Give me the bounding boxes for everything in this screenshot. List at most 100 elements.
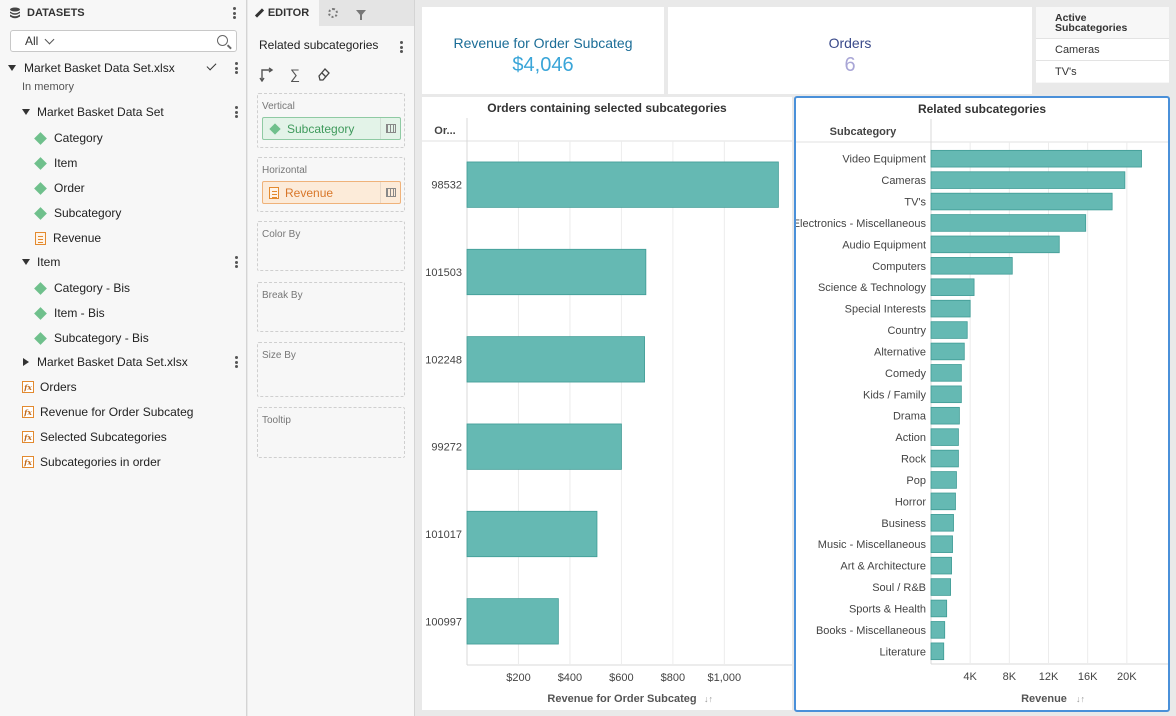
tree-item-orders[interactable]: fx Orders	[0, 376, 247, 398]
horizontal-slot[interactable]: Horizontal Revenue	[257, 157, 405, 212]
measure-icon	[269, 186, 279, 199]
bar	[466, 423, 622, 470]
active-subcategory-item[interactable]: Cameras	[1036, 38, 1169, 60]
break-by-slot[interactable]: Break By	[257, 282, 405, 332]
sort-icon: ↓↑	[704, 694, 713, 704]
tab-filters[interactable]	[347, 0, 375, 26]
tree-group-market-basket-file[interactable]: Market Basket Data Set.xlsx	[0, 351, 247, 373]
datasets-title: DATASETS	[27, 7, 85, 19]
group-menu-icon[interactable]	[234, 106, 238, 118]
bar	[930, 471, 957, 489]
collapse-arrow-icon[interactable]	[22, 259, 30, 265]
tree-item-category-bis[interactable]: Category - Bis	[0, 277, 247, 299]
tree-item-label: Subcategory	[54, 206, 122, 220]
sort-options-icon[interactable]	[380, 118, 400, 139]
x-axis-label: Revenue for Order Subcateg	[547, 693, 696, 705]
tab-editor[interactable]: EDITOR	[248, 0, 319, 26]
tab-settings[interactable]	[319, 0, 347, 26]
visualization-menu-icon[interactable]	[399, 41, 403, 53]
dataset-file-row[interactable]: Market Basket Data Set.xlsx	[0, 57, 247, 79]
eraser-icon[interactable]	[316, 66, 332, 82]
tooltip-slot[interactable]: Tooltip	[257, 407, 405, 458]
bar	[930, 364, 962, 382]
x-tick-label: $200	[506, 672, 530, 684]
datasets-menu-icon[interactable]	[232, 7, 236, 19]
file-menu-icon[interactable]	[234, 62, 238, 74]
bar	[466, 336, 645, 383]
x-tick-label: $600	[609, 672, 633, 684]
category-label: Sports & Health	[849, 603, 926, 615]
bar	[930, 385, 962, 404]
formula-icon: fx	[22, 406, 34, 418]
tree-item-revenue-for-order-subcateg[interactable]: fx Revenue for Order Subcateg	[0, 401, 247, 423]
category-label: Drama	[893, 411, 927, 423]
swap-axes-icon[interactable]	[259, 66, 275, 82]
gear-icon	[328, 8, 338, 18]
checkmark-icon	[206, 60, 217, 71]
x-tick-label: 20K	[1117, 671, 1137, 683]
kpi-revenue-card[interactable]: Revenue for Order Subcateg $4,046	[422, 7, 664, 94]
x-axis-label: Revenue	[1021, 693, 1067, 705]
tree-group-market-basket[interactable]: Market Basket Data Set	[0, 101, 247, 123]
tree-item-revenue[interactable]: Revenue	[0, 227, 247, 249]
bar	[930, 535, 953, 553]
collapse-arrow-icon[interactable]	[22, 109, 30, 115]
x-tick-label: $1,000	[708, 672, 742, 684]
filter-icon	[356, 10, 366, 20]
dataset-filter-select[interactable]: All	[10, 30, 237, 52]
tree-item-label: Revenue	[53, 231, 102, 245]
active-subcategories-title: Active Subcategories	[1055, 12, 1128, 34]
related-subcategories-chart-card[interactable]: Related subcategories Subcategory 4K 8K 12K…	[794, 96, 1170, 712]
category-label: Computers	[872, 261, 926, 273]
aggregation-options-icon[interactable]	[380, 182, 400, 203]
tree-item-selected-subcategories[interactable]: fx Selected Subcategories	[0, 426, 247, 448]
dimension-icon	[34, 206, 47, 220]
color-by-slot[interactable]: Color By	[257, 221, 405, 271]
collapse-arrow-icon[interactable]	[8, 65, 16, 71]
tree-item-label: Item	[37, 255, 61, 269]
category-label: Books - Miscellaneous	[816, 625, 927, 637]
measure-icon	[35, 231, 46, 245]
editor-tabs: EDITOR	[248, 0, 414, 26]
category-label: 98532	[431, 180, 462, 192]
tree-item-subcategories-in-order[interactable]: fx Subcategories in order	[0, 451, 247, 473]
category-label: Horror	[895, 496, 927, 508]
break-by-label: Break By	[262, 290, 303, 301]
bar	[930, 449, 959, 468]
database-icon	[10, 7, 20, 19]
revenue-pill[interactable]: Revenue	[262, 181, 401, 204]
dimension-icon	[34, 181, 47, 195]
category-label: Country	[887, 325, 926, 337]
kpi-title: Orders	[828, 35, 872, 51]
datasets-panel: DATASETS All Market Basket Data Set.xlsx…	[0, 0, 247, 716]
active-subcategory-item[interactable]: TV's	[1036, 60, 1169, 82]
sigma-icon[interactable]: ∑	[290, 66, 300, 82]
category-label: 102248	[425, 354, 462, 366]
bar	[930, 257, 1013, 275]
size-by-slot[interactable]: Size By	[257, 342, 405, 397]
group-menu-icon[interactable]	[234, 356, 238, 368]
category-label: Audio Equipment	[842, 239, 926, 251]
vertical-slot[interactable]: Vertical Subcategory	[257, 93, 405, 148]
bar	[930, 192, 1113, 211]
tree-item-subcategory[interactable]: Subcategory	[0, 202, 247, 224]
kpi-orders-card[interactable]: Orders 6	[668, 7, 1032, 94]
dimension-icon	[34, 306, 47, 320]
expand-arrow-icon[interactable]	[23, 358, 29, 366]
tree-item-order[interactable]: Order	[0, 177, 247, 199]
tree-group-item[interactable]: Item	[0, 251, 247, 273]
search-icon[interactable]	[217, 35, 228, 46]
visualization-title[interactable]: Related subcategories	[259, 38, 379, 52]
orders-chart-card[interactable]: Orders containing selected subcategories…	[422, 97, 792, 710]
editor-panel: EDITOR Related subcategories ∑ Vertical …	[248, 0, 415, 716]
tree-item-item-bis[interactable]: Item - Bis	[0, 302, 247, 324]
tree-item-category[interactable]: Category	[0, 127, 247, 149]
tree-item-subcategory-bis[interactable]: Subcategory - Bis	[0, 327, 247, 349]
pill-label: Subcategory	[287, 121, 355, 136]
subcategory-pill[interactable]: Subcategory	[262, 117, 401, 140]
tree-item-label: Order	[54, 181, 85, 195]
group-menu-icon[interactable]	[234, 256, 238, 268]
category-label: Pop	[906, 475, 926, 487]
bar	[466, 248, 647, 296]
tree-item-item[interactable]: Item	[0, 152, 247, 174]
